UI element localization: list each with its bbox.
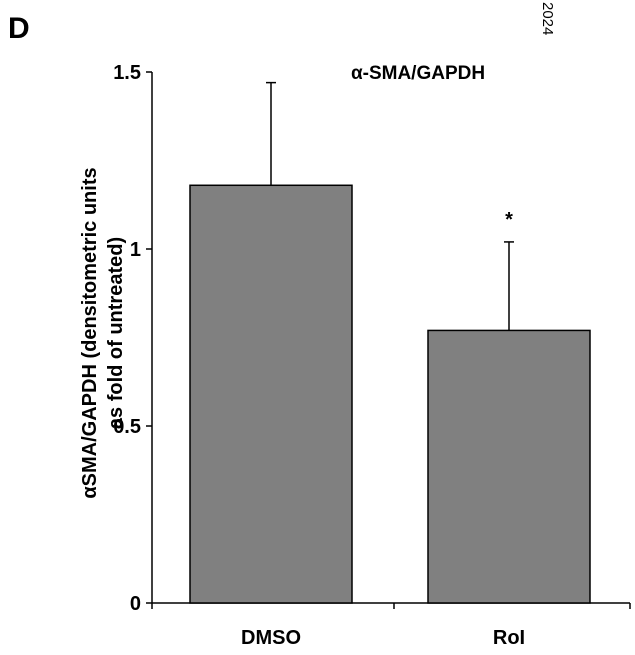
y-axis-label: αSMA/GAPDH (densitometric units as fold … — [79, 167, 127, 498]
x-ticks: DMSO RoI — [151, 603, 631, 649]
y-tick-label: 1.5 — [113, 62, 141, 84]
significance-marks: * — [505, 209, 513, 231]
x-tick-label: DMSO — [241, 627, 301, 649]
panel-label: D — [8, 12, 30, 45]
error-bars — [266, 81, 514, 331]
x-tick-label: RoI — [493, 627, 525, 649]
bar-roi — [427, 329, 591, 604]
significance-star: * — [505, 209, 513, 231]
bars — [189, 184, 591, 604]
chart-title: α-SMA/GAPDH — [351, 63, 485, 84]
y-tick-label: 1 — [130, 239, 141, 261]
y-axis-label-line-2: as fold of untreated) — [105, 237, 127, 429]
y-tick-label: 0.5 — [113, 416, 141, 438]
y-axis-label-line-1: αSMA/GAPDH (densitometric units — [79, 167, 101, 498]
edge-text: 2024 — [539, 2, 556, 35]
y-tick-label: 0 — [130, 593, 141, 615]
y-ticks: 0 0.5 1 1.5 — [113, 62, 152, 615]
bar-dmso — [189, 184, 353, 604]
